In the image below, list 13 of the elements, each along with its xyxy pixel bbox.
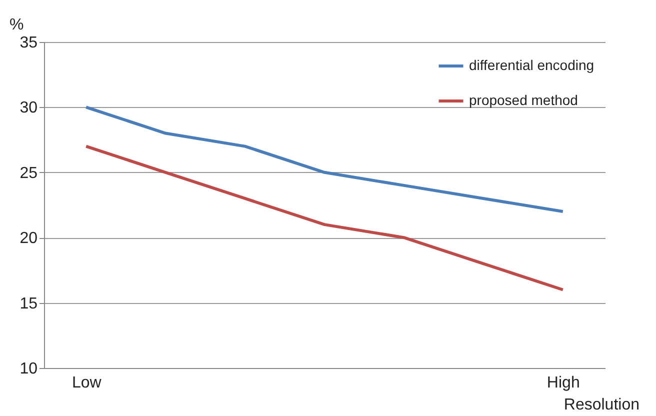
y-tick-label: 30	[20, 100, 38, 117]
x-axis-title: Resolution	[564, 396, 640, 414]
line-series	[84, 144, 564, 292]
y-tick-label: 20	[20, 230, 38, 248]
x-tick-label: Low	[72, 374, 102, 392]
legend-label: differential encoding	[469, 57, 594, 73]
y-axis-title: %	[10, 16, 24, 34]
y-tick-label: 35	[20, 34, 38, 52]
y-tick-label: 15	[20, 295, 38, 312]
y-tick-label: 25	[20, 164, 38, 182]
x-tick-label: High	[546, 374, 580, 392]
y-tick-label: 10	[20, 360, 38, 378]
legend-label: proposed method	[469, 92, 578, 108]
